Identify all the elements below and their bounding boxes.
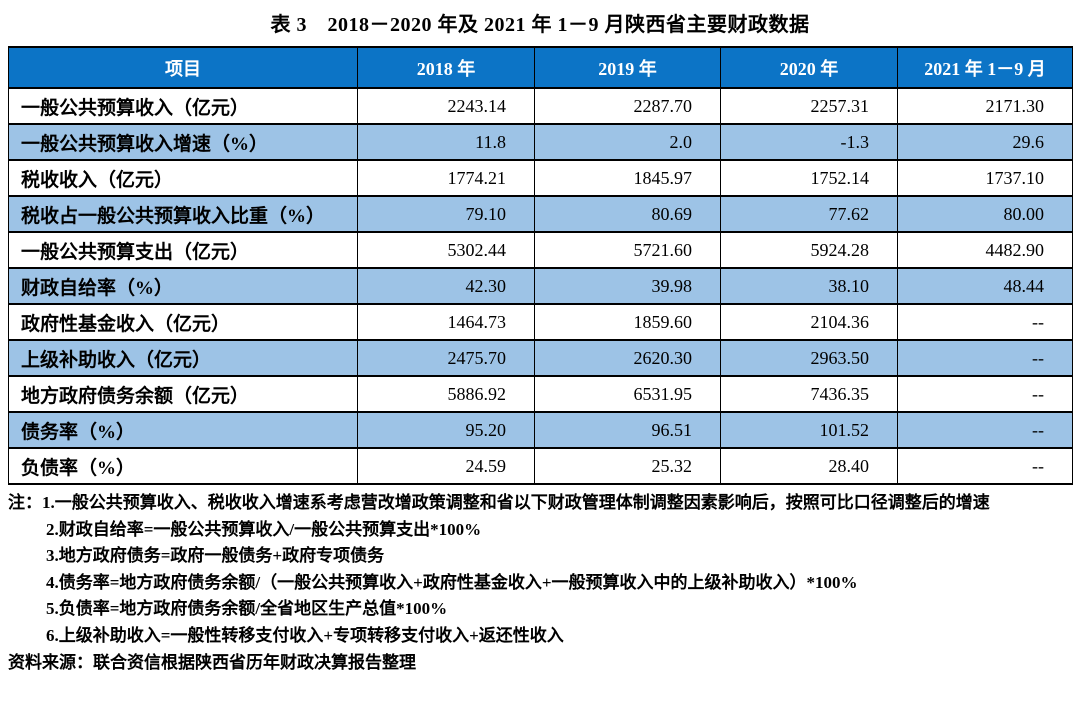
cell-value: 2104.36 xyxy=(720,303,898,341)
cell-value: 79.10 xyxy=(357,195,535,233)
table-row: 一般公共预算收入（亿元） 2243.14 2287.70 2257.31 2171.30 xyxy=(8,87,1073,125)
cell-value: 96.51 xyxy=(534,411,721,449)
cell-value: 4482.90 xyxy=(897,231,1073,269)
row-label: 债务率（%） xyxy=(8,411,358,449)
cell-value: 2.0 xyxy=(534,123,721,161)
cell-value: 39.98 xyxy=(534,267,721,305)
cell-value: 1464.73 xyxy=(357,303,535,341)
column-header-year: 2019 年 xyxy=(534,46,721,89)
table-row: 一般公共预算收入增速（%） 11.8 2.0 -1.3 29.6 xyxy=(8,123,1073,161)
cell-value: 80.00 xyxy=(897,195,1073,233)
note-line: 4.债务率=地方政府债务余额/（一般公共预算收入+政府性基金收入+一般预算收入中… xyxy=(46,572,858,592)
row-label: 一般公共预算支出（亿元） xyxy=(8,231,358,269)
cell-value: 29.6 xyxy=(897,123,1073,161)
table-body: 一般公共预算收入（亿元） 2243.14 2287.70 2257.31 2171.30… xyxy=(8,87,1073,485)
cell-value: 38.10 xyxy=(720,267,898,305)
cell-value: 7436.35 xyxy=(720,375,898,413)
cell-value: -- xyxy=(897,411,1073,449)
cell-value: 5302.44 xyxy=(357,231,535,269)
row-label: 财政自给率（%） xyxy=(8,267,358,305)
row-label: 税收收入（亿元） xyxy=(8,159,358,197)
cell-value: 2171.30 xyxy=(897,87,1073,125)
column-header-year: 2020 年 xyxy=(720,46,898,89)
table-row: 上级补助收入（亿元） 2475.70 2620.30 2963.50 -- xyxy=(8,339,1073,377)
column-header-item: 项目 xyxy=(8,46,358,89)
table-row: 地方政府债务余额（亿元） 5886.92 6531.95 7436.35 -- xyxy=(8,375,1073,413)
cell-value: 2620.30 xyxy=(534,339,721,377)
row-label: 税收占一般公共预算收入比重（%） xyxy=(8,195,358,233)
cell-value: 101.52 xyxy=(720,411,898,449)
cell-value: 42.30 xyxy=(357,267,535,305)
table-row: 负债率（%） 24.59 25.32 28.40 -- xyxy=(8,447,1073,485)
cell-value: 80.69 xyxy=(534,195,721,233)
cell-value: 1845.97 xyxy=(534,159,721,197)
note-line: 3.地方政府债务=政府一般债务+政府专项债务 xyxy=(46,546,385,565)
header-row: 项目 2018 年 2019 年 2020 年 2021 年 1－9 月 xyxy=(8,46,1073,89)
cell-value: -- xyxy=(897,375,1073,413)
table-row: 财政自给率（%） 42.30 39.98 38.10 48.44 xyxy=(8,267,1073,305)
note-line: 注：1.一般公共预算收入、税收收入增速系考虑营改增政策调整和省以下财政管理体制调… xyxy=(8,493,990,512)
cell-value: 77.62 xyxy=(720,195,898,233)
row-label: 负债率（%） xyxy=(8,447,358,485)
cell-value: 5924.28 xyxy=(720,231,898,269)
table-row: 税收收入（亿元） 1774.21 1845.97 1752.14 1737.10 xyxy=(8,159,1073,197)
cell-value: 2243.14 xyxy=(357,87,535,125)
cell-value: 5886.92 xyxy=(357,375,535,413)
cell-value: 2287.70 xyxy=(534,87,721,125)
cell-value: 2257.31 xyxy=(720,87,898,125)
column-header-year: 2018 年 xyxy=(357,46,535,89)
note-line: 6.上级补助收入=一般性转移支付收入+专项转移支付收入+返还性收入 xyxy=(46,625,564,645)
cell-value: -- xyxy=(897,339,1073,377)
row-label: 上级补助收入（亿元） xyxy=(8,339,358,377)
table-row: 税收占一般公共预算收入比重（%） 79.10 80.69 77.62 80.00 xyxy=(8,195,1073,233)
cell-value: 1774.21 xyxy=(357,159,535,197)
row-label: 一般公共预算收入（亿元） xyxy=(8,87,358,125)
cell-value: 1752.14 xyxy=(720,159,898,197)
cell-value: -1.3 xyxy=(720,123,898,161)
cell-value: 1737.10 xyxy=(897,159,1073,197)
cell-value: 1859.60 xyxy=(534,303,721,341)
table-row: 政府性基金收入（亿元） 1464.73 1859.60 2104.36 -- xyxy=(8,303,1073,341)
row-label: 地方政府债务余额（亿元） xyxy=(8,375,358,413)
table-row: 债务率（%） 95.20 96.51 101.52 -- xyxy=(8,411,1073,449)
cell-value: 24.59 xyxy=(357,447,535,485)
table-header: 项目 2018 年 2019 年 2020 年 2021 年 1－9 月 xyxy=(8,46,1073,89)
column-header-year: 2021 年 1－9 月 xyxy=(897,46,1073,89)
source-line: 资料来源：联合资信根据陕西省历年财政决算报告整理 xyxy=(8,653,416,672)
notes-section: 注：1.一般公共预算收入、税收收入增速系考虑营改增政策调整和省以下财政管理体制调… xyxy=(8,490,1072,649)
row-label: 政府性基金收入（亿元） xyxy=(8,303,358,341)
cell-value: 6531.95 xyxy=(534,375,721,413)
cell-value: 11.8 xyxy=(357,123,535,161)
cell-value: 25.32 xyxy=(534,447,721,485)
row-label: 一般公共预算收入增速（%） xyxy=(8,123,358,161)
cell-value: 48.44 xyxy=(897,267,1073,305)
note-line: 5.负债率=地方政府债务余额/全省地区生产总值*100% xyxy=(46,599,448,618)
fiscal-data-table: 项目 2018 年 2019 年 2020 年 2021 年 1－9 月 一般公共预算收… xyxy=(8,46,1073,485)
cell-value: -- xyxy=(897,303,1073,341)
table-row: 一般公共预算支出（亿元） 5302.44 5721.60 5924.28 4482.90 xyxy=(8,231,1073,269)
cell-value: -- xyxy=(897,447,1073,485)
cell-value: 95.20 xyxy=(357,411,535,449)
cell-value: 2475.70 xyxy=(357,339,535,377)
note-line: 2.财政自给率=一般公共预算收入/一般公共预算支出*100% xyxy=(46,519,482,539)
cell-value: 5721.60 xyxy=(534,231,721,269)
cell-value: 28.40 xyxy=(720,447,898,485)
table-title: 表 3 2018－2020 年及 2021 年 1－9 月陕西省主要财政数据 xyxy=(270,14,810,36)
cell-value: 2963.50 xyxy=(720,339,898,377)
